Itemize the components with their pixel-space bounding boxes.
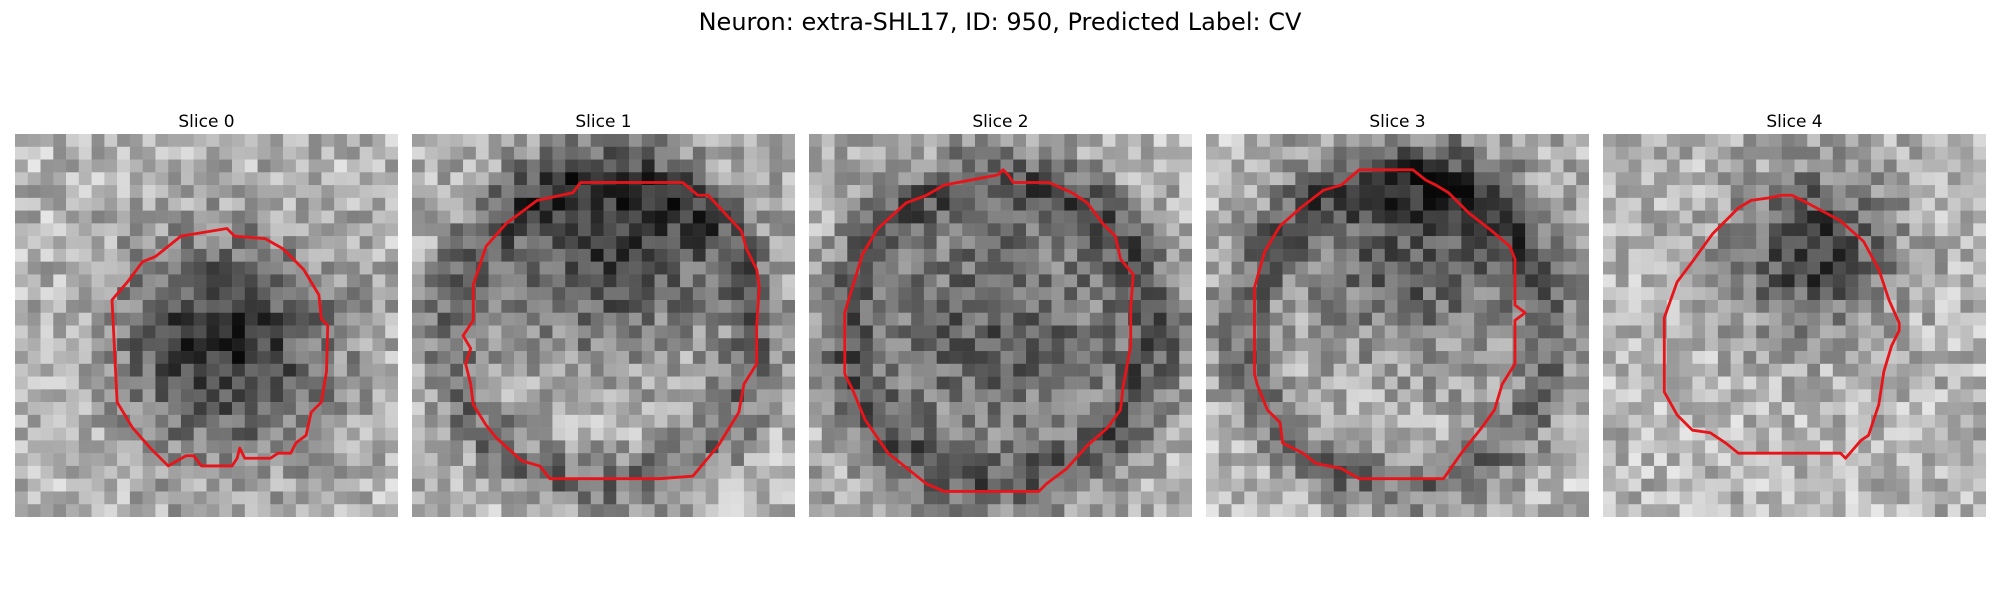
slice-title: Slice 1 (575, 112, 632, 132)
slice-image-svg (1206, 134, 1589, 517)
pixel-grid (15, 134, 398, 517)
slice-image (809, 134, 1192, 517)
slice-title: Slice 3 (1369, 112, 1426, 132)
segmentation-contour (461, 181, 761, 481)
pixel-grid (809, 134, 1192, 517)
pixel-grid (1603, 134, 1986, 517)
slice-image-svg (809, 134, 1192, 517)
slice-image-svg (15, 134, 398, 517)
pixel-grid (412, 134, 795, 517)
slice-image (1603, 134, 1986, 517)
slice-title: Slice 0 (178, 112, 235, 132)
slice-image-svg (1603, 134, 1986, 517)
slice-title: Slice 2 (972, 112, 1029, 132)
slice-image (15, 134, 398, 517)
segmentation-contour (843, 168, 1135, 493)
slice-title: Slice 4 (1766, 112, 1823, 132)
pixel-grid (1206, 134, 1589, 517)
slice-image-svg (412, 134, 795, 517)
segmentation-contour (110, 227, 330, 468)
segmentation-contour (1662, 193, 1901, 460)
figure-title: Neuron: extra-SHL17, ID: 950, Predicted … (698, 8, 1302, 36)
slice-image (1206, 134, 1589, 517)
slice-image (412, 134, 795, 517)
segmentation-contour (1253, 168, 1527, 481)
